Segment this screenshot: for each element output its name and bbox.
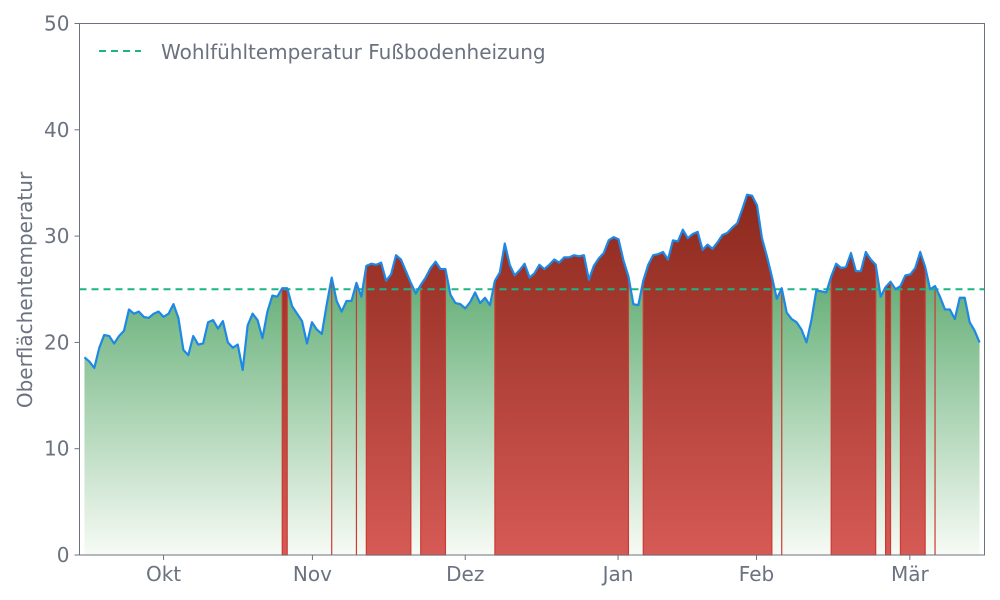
x-tick-label: Okt — [146, 562, 181, 586]
y-tick-label: 0 — [57, 543, 70, 567]
area-fills — [84, 193, 980, 556]
x-tick-label: Jan — [601, 562, 634, 586]
x-tick-label: Nov — [293, 562, 332, 586]
above-threshold-area — [642, 193, 773, 556]
above-threshold-area — [899, 250, 926, 556]
x-tick-label: Dez — [446, 562, 484, 586]
y-tick-label: 20 — [44, 330, 69, 354]
legend: Wohlfühltemperatur Fußbodenheizung — [99, 40, 546, 64]
y-tick-label: 50 — [44, 12, 69, 36]
y-tick-label: 40 — [44, 118, 69, 142]
above-threshold-area — [365, 254, 412, 556]
y-tick-label: 10 — [44, 437, 69, 461]
y-tick-label: 30 — [44, 224, 69, 248]
x-tick-label: Feb — [739, 562, 774, 586]
above-threshold-area — [281, 287, 288, 556]
y-axis: 0 10 20 30 40 50 — [44, 12, 80, 567]
plot-frame — [79, 23, 985, 556]
above-threshold-area — [420, 260, 447, 556]
above-threshold-area — [884, 280, 892, 556]
above-threshold-area — [830, 250, 877, 556]
x-axis: Okt Nov Dez Jan Feb Mär — [146, 555, 929, 586]
y-axis-label: Oberflächentemperatur — [13, 171, 37, 408]
x-tick-label: Mär — [891, 562, 930, 586]
legend-label: Wohlfühltemperatur Fußbodenheizung — [161, 40, 546, 64]
series-line — [83, 193, 981, 372]
above-threshold-area — [494, 236, 630, 556]
